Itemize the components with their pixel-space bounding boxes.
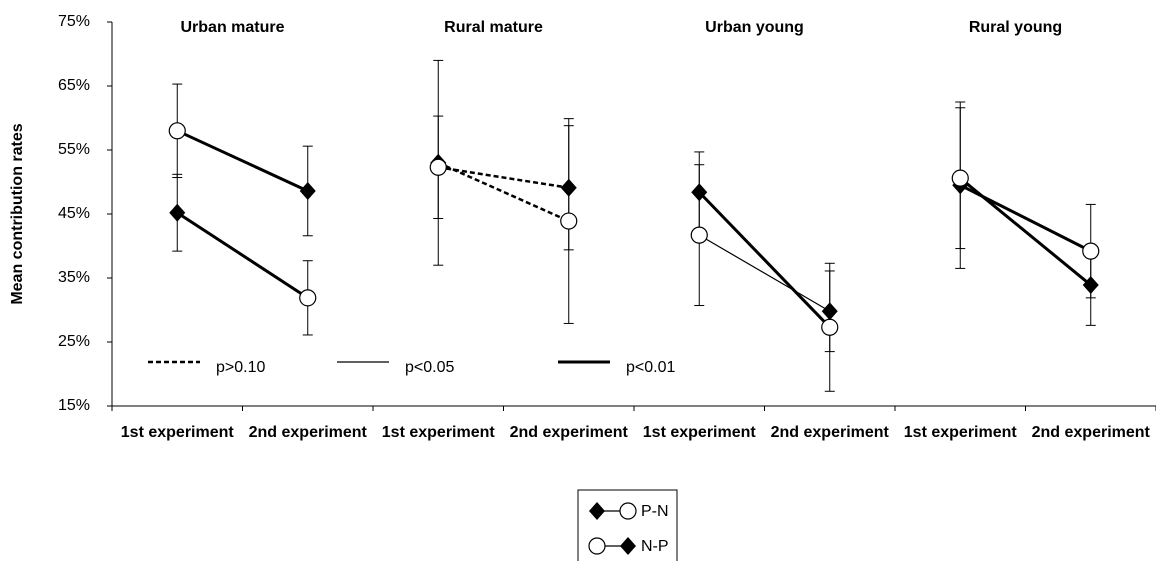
y-tick-label: 65% [58,77,90,94]
circle-marker [1082,242,1100,260]
group-title: Urban mature [180,19,284,36]
series-line [176,211,309,300]
x-tick-label: 1st experiment [381,424,495,441]
y-tick-label: 35% [58,269,90,286]
circle-marker [588,537,606,555]
y-tick-label: 25% [58,333,90,350]
y-tick-label: 15% [58,397,90,414]
diamond-marker [620,537,636,555]
group-title: Rural mature [444,19,543,36]
series-line [698,234,831,312]
legend-label: P-N [641,503,669,520]
diamond-marker [299,181,316,200]
circle-marker [429,158,447,176]
y-axis-label: Mean contribution rates [9,123,26,304]
diamond-marker [691,183,708,202]
series-line [698,191,831,329]
diamond-marker [560,178,577,197]
circle-marker [619,502,637,520]
x-tick-label: 2nd experiment [1031,424,1150,441]
x-tick-label: 1st experiment [120,424,234,441]
y-tick-label: 75% [58,13,90,30]
diamond-marker [821,302,838,321]
circle-marker [821,318,839,336]
circle-marker [560,212,578,230]
series-line [959,176,1092,287]
series-line [176,129,309,193]
diamond-marker [589,502,605,520]
series-line [438,166,569,189]
line-key-label: p<0.05 [405,359,454,376]
group-title: Rural young [969,19,1062,36]
circle-marker [299,289,317,307]
x-tick-label: 1st experiment [903,424,1017,441]
diamond-marker [1082,276,1099,295]
diamond-marker [169,203,186,222]
x-tick-label: 2nd experiment [248,424,367,441]
circle-marker [951,169,969,187]
line-key-label: p<0.01 [626,359,675,376]
group-title: Urban young [705,19,804,36]
x-tick-label: 1st experiment [642,424,756,441]
line-key-label: p>0.10 [216,359,265,376]
x-tick-label: 2nd experiment [509,424,628,441]
y-tick-label: 45% [58,205,90,222]
x-tick-label: 2nd experiment [770,424,889,441]
y-tick-label: 55% [58,141,90,158]
circle-marker [690,226,708,244]
legend-label: N-P [641,538,669,555]
circle-marker [168,122,186,140]
